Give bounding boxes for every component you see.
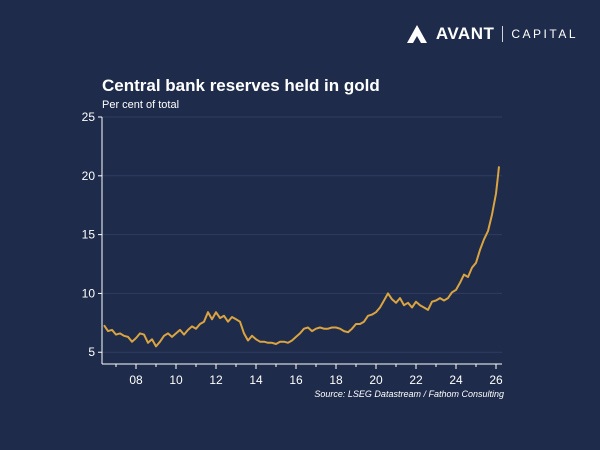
x-tick-label: 08	[129, 373, 143, 387]
x-tick-label: 26	[489, 373, 503, 387]
x-tick-label: 22	[409, 373, 423, 387]
avant-logo-icon	[406, 25, 427, 43]
brand-subtitle: CAPITAL	[511, 27, 578, 41]
series-line	[103, 166, 500, 348]
x-tick-label: 20	[369, 373, 383, 387]
x-tick-label: 12	[209, 373, 223, 387]
y-tick-label: 10	[82, 286, 96, 300]
x-tick-label: 18	[329, 373, 343, 387]
y-tick-label: 20	[82, 169, 96, 183]
chart-subtitle: Per cent of total	[102, 99, 180, 111]
brand-name: AVANT	[435, 24, 495, 43]
y-tick-label: 15	[82, 228, 96, 242]
x-tick-label: 16	[289, 373, 303, 387]
x-tick-label: 10	[169, 373, 183, 387]
y-tick-label: 25	[82, 110, 96, 124]
brand-logo: AVANT CAPITAL	[406, 24, 578, 44]
chart-title: Central bank reserves held in gold	[102, 76, 380, 95]
x-tick-label: 24	[449, 373, 463, 387]
brand-divider	[502, 26, 504, 42]
x-tick-label: 14	[249, 373, 263, 387]
chart-source: Source: LSEG Datastream / Fathom Consult…	[314, 389, 504, 399]
y-tick-label: 5	[88, 345, 95, 359]
